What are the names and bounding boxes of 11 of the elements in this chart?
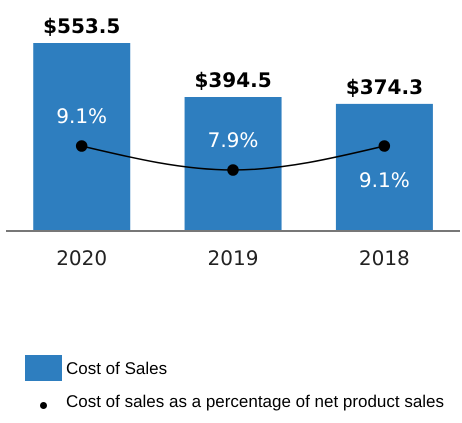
legend-label: Cost of sales as a percentage of net product sales [66,391,445,411]
x-tick-label: 2020 [56,246,108,270]
x-tick-label: 2018 [358,246,410,270]
legend-label: Cost of Sales [66,358,168,378]
data-label: $394.5 [194,68,272,92]
x-tick-label: 2019 [208,246,258,270]
data-label: 7.9% [208,128,258,152]
data-label: $374.3 [346,74,423,99]
data-label: $553.5 [43,14,120,38]
data-label: 9.1% [358,168,410,192]
data-label: 9.1% [56,104,108,128]
